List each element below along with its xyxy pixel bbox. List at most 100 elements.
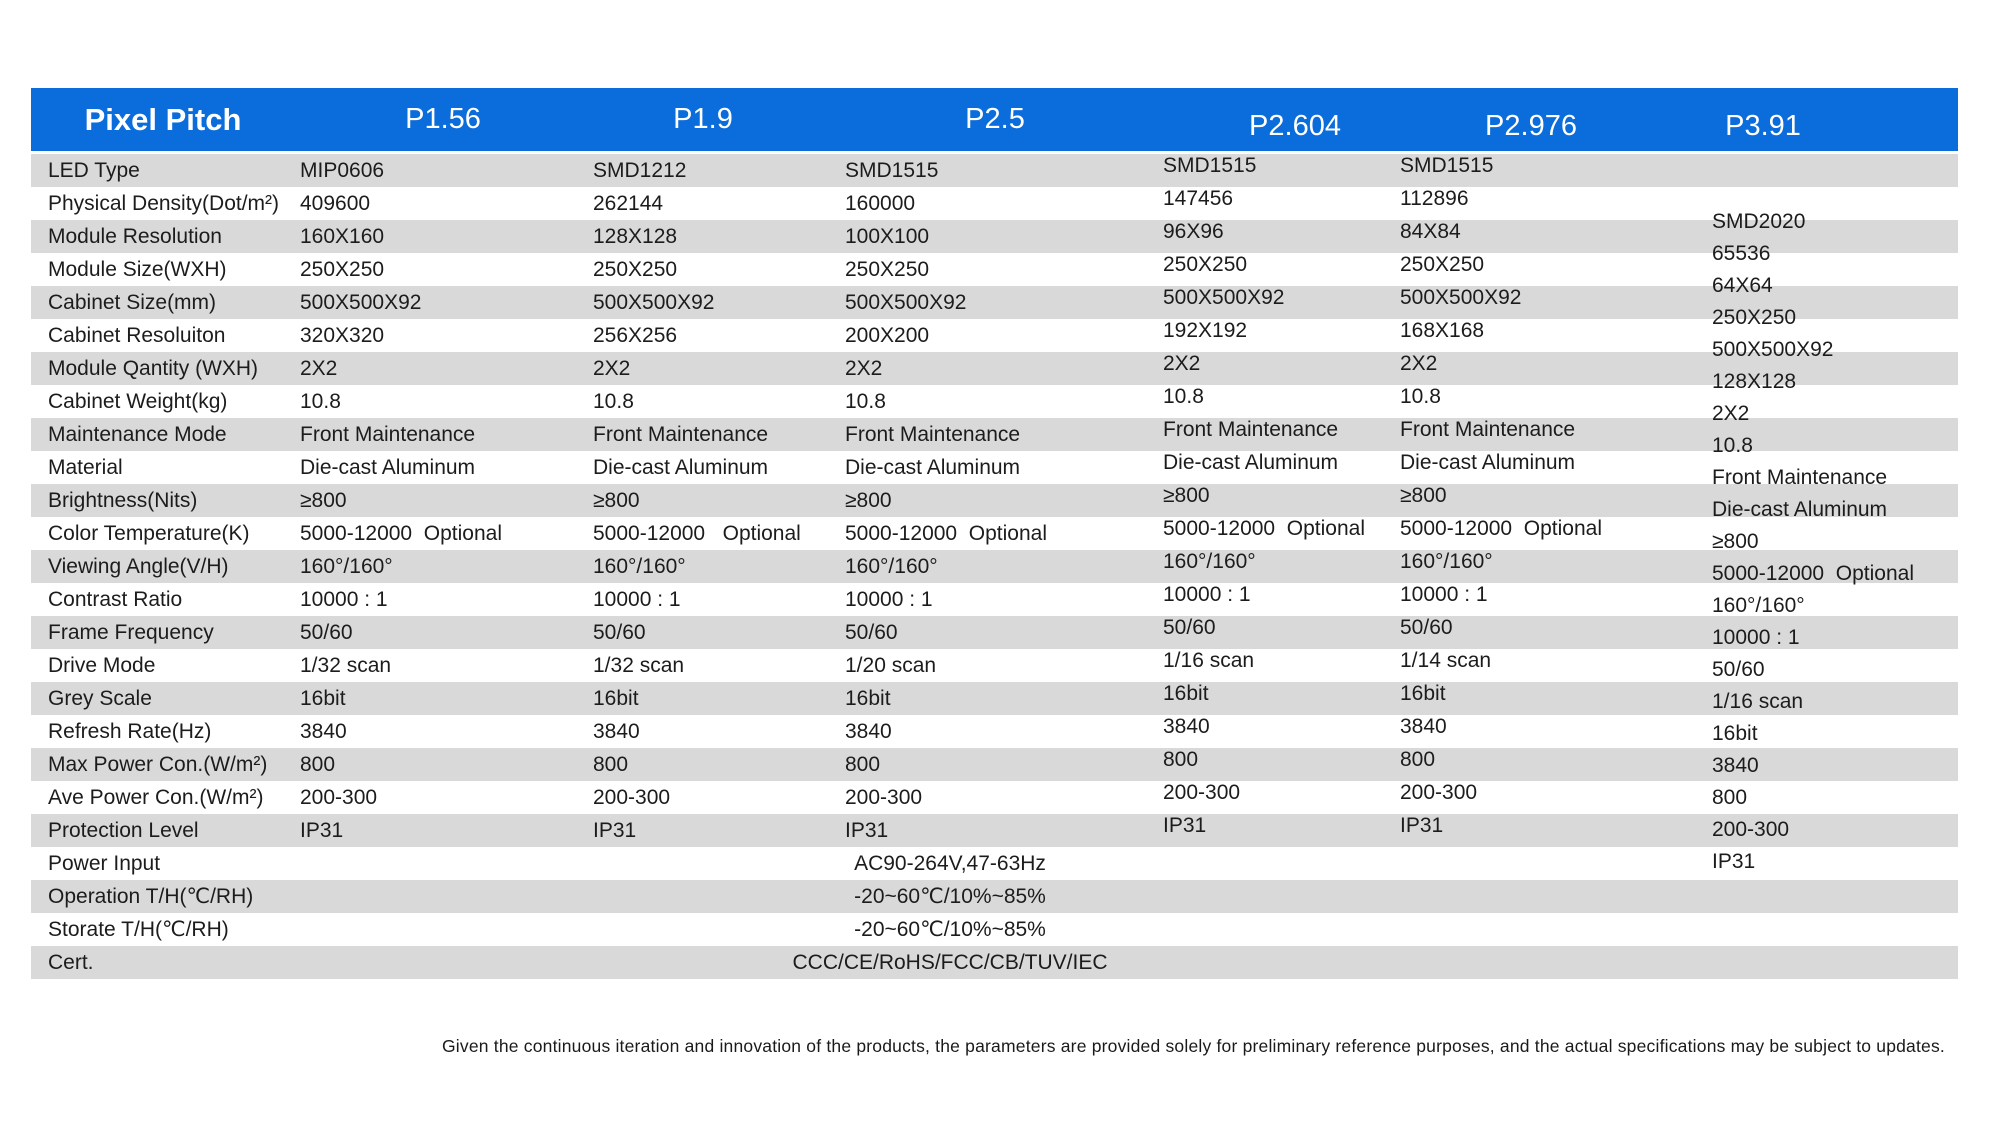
p391-value-column: SMD2020 65536 64X64 250X250 500X500X92 128X12… bbox=[1712, 206, 1914, 878]
spec-value: 200-300 bbox=[1163, 781, 1241, 804]
row-label: Module Qantity (WXH) bbox=[48, 357, 259, 380]
spec-value: 500X500X92 bbox=[1163, 286, 1285, 309]
spec-value: 256X256 bbox=[593, 324, 678, 347]
row-label: Refresh Rate(Hz) bbox=[48, 720, 212, 743]
spec-value: IP31 bbox=[300, 819, 344, 842]
spec-value: 160°/160° bbox=[845, 555, 938, 578]
spec-value: 10.8 bbox=[1163, 385, 1204, 408]
spec-value: Die-cast Aluminum bbox=[845, 456, 1021, 479]
p391-value-line: 250X250 bbox=[1712, 306, 1797, 329]
table-row: Color Temperature(K) 5000-12000 Optional 5… bbox=[31, 517, 1958, 550]
row-label: Color Temperature(K) bbox=[48, 522, 250, 545]
column-header-p2.5: P2.5 bbox=[965, 103, 1025, 135]
p391-value-line: IP31 bbox=[1712, 850, 1756, 873]
spec-value: 200-300 bbox=[593, 786, 671, 809]
spec-value: SMD1515 bbox=[845, 159, 939, 182]
spec-value: 500X500X92 bbox=[300, 291, 422, 314]
table-row: Viewing Angle(V/H) 160°/160° 160°/160° 160°… bbox=[31, 550, 1958, 583]
column-header-p3.91: P3.91 bbox=[1725, 110, 1801, 142]
spec-value: ≥800 bbox=[1400, 484, 1447, 507]
spec-value: 128X128 bbox=[593, 225, 678, 248]
row-label: Cabinet Weight(kg) bbox=[48, 390, 228, 413]
spec-value: 1/14 scan bbox=[1400, 649, 1492, 672]
pixel-pitch-corner-label: Pixel Pitch bbox=[84, 102, 242, 137]
table-row: Module Resolution 160X160 128X128 100X100 96… bbox=[31, 220, 1958, 253]
merged-spec-value: -20~60℃/10%~85% bbox=[854, 918, 1046, 941]
spec-value: IP31 bbox=[593, 819, 637, 842]
p391-value-line: 2X2 bbox=[1712, 402, 1750, 425]
row-label: Module Size(WXH) bbox=[48, 258, 227, 281]
row-label: Operation T/H(℃/RH) bbox=[48, 885, 254, 908]
row-label: Max Power Con.(W/m²) bbox=[48, 753, 268, 776]
spec-value: 10.8 bbox=[845, 390, 886, 413]
spec-value: 262144 bbox=[593, 192, 664, 215]
table-row: Protection Level IP31 IP31 IP31 IP31 IP31 bbox=[31, 814, 1958, 847]
merged-spec-value: AC90-264V,47-63Hz bbox=[854, 852, 1046, 875]
spec-value: 1/32 scan bbox=[300, 654, 392, 677]
spec-value: 800 bbox=[1163, 748, 1199, 771]
spec-value: Front Maintenance bbox=[300, 423, 476, 446]
row-label: Module Resolution bbox=[48, 225, 222, 248]
p391-value-line: 5000-12000 Optional bbox=[1712, 562, 1914, 585]
row-label: Brightness(Nits) bbox=[48, 489, 198, 512]
spec-value: 147456 bbox=[1163, 187, 1234, 210]
p391-value-line: 500X500X92 bbox=[1712, 338, 1834, 361]
spec-value: Die-cast Aluminum bbox=[1163, 451, 1339, 474]
row-label: Maintenance Mode bbox=[48, 423, 227, 446]
row-label: Material bbox=[48, 456, 123, 479]
column-header-p2.976: P2.976 bbox=[1485, 110, 1577, 142]
spec-value: 3840 bbox=[300, 720, 347, 743]
spec-value: Die-cast Aluminum bbox=[1400, 451, 1576, 474]
spec-value: 800 bbox=[300, 753, 336, 776]
spec-value: 10000 : 1 bbox=[1163, 583, 1251, 606]
p391-value-line: Die-cast Aluminum bbox=[1712, 498, 1888, 521]
p391-value-line: 1/16 scan bbox=[1712, 690, 1804, 713]
column-header-p1.56: P1.56 bbox=[405, 103, 481, 135]
p391-value-line: 800 bbox=[1712, 786, 1748, 809]
spec-value: 1/20 scan bbox=[845, 654, 937, 677]
spec-value: 1/32 scan bbox=[593, 654, 685, 677]
table-row: Cabinet Size(mm) 500X500X92 500X500X92 500X… bbox=[31, 286, 1958, 319]
spec-value: 160000 bbox=[845, 192, 916, 215]
table-row: Ave Power Con.(W/m²) 200-300 200-300 200-30… bbox=[31, 781, 1958, 814]
p391-value-line: 128X128 bbox=[1712, 370, 1797, 393]
row-label: Storate T/H(℃/RH) bbox=[48, 918, 229, 941]
spec-value: 10000 : 1 bbox=[845, 588, 933, 611]
spec-value: 3840 bbox=[1163, 715, 1210, 738]
table-row: Refresh Rate(Hz) 3840 3840 3840 3840 3840 bbox=[31, 715, 1958, 748]
spec-value: 50/60 bbox=[593, 621, 646, 644]
spec-value: 160°/160° bbox=[1400, 550, 1493, 573]
spec-value: 16bit bbox=[593, 687, 639, 710]
spec-value: 50/60 bbox=[1163, 616, 1216, 639]
spec-value: 200-300 bbox=[845, 786, 923, 809]
spec-value: 5000-12000 Optional bbox=[1163, 517, 1365, 540]
spec-value: 800 bbox=[845, 753, 881, 776]
row-label: Cabinet Resoluiton bbox=[48, 324, 226, 347]
spec-value: 250X250 bbox=[593, 258, 678, 281]
table-row: Cabinet Resoluiton 320X320 256X256 200X200 1… bbox=[31, 319, 1958, 352]
spec-value: 3840 bbox=[593, 720, 640, 743]
row-label: Protection Level bbox=[48, 819, 199, 842]
spec-value: 3840 bbox=[1400, 715, 1447, 738]
table-row: LED Type MIP0606 SMD1212 SMD1515 SMD1515 SMD1… bbox=[31, 154, 1958, 187]
p391-value-line: 16bit bbox=[1712, 722, 1758, 745]
p391-value-line: 10000 : 1 bbox=[1712, 626, 1800, 649]
spec-value: 250X250 bbox=[300, 258, 385, 281]
spec-value: 10000 : 1 bbox=[1400, 583, 1488, 606]
spec-value: 16bit bbox=[1400, 682, 1446, 705]
spec-value: 2X2 bbox=[593, 357, 631, 380]
table-header-bar: Pixel Pitch P1.56 P1.9 P2.5 P2.604 P2.976 P3.… bbox=[31, 88, 1958, 151]
spec-value: 2X2 bbox=[845, 357, 883, 380]
table-row: Module Qantity (WXH) 2X2 2X2 2X2 2X2 2X2 bbox=[31, 352, 1958, 385]
spec-value: 250X250 bbox=[845, 258, 930, 281]
spec-value: 16bit bbox=[845, 687, 891, 710]
spec-value: 800 bbox=[1400, 748, 1436, 771]
table-row: Drive Mode 1/32 scan 1/32 scan 1/20 scan 1/1… bbox=[31, 649, 1958, 682]
spec-value: 2X2 bbox=[1163, 352, 1201, 375]
spec-value: Front Maintenance bbox=[845, 423, 1021, 446]
spec-value: SMD1515 bbox=[1400, 154, 1494, 177]
spec-value: 160°/160° bbox=[593, 555, 686, 578]
spec-value: 320X320 bbox=[300, 324, 385, 347]
spec-value: 5000-12000 Optional bbox=[300, 522, 502, 545]
spec-value: 800 bbox=[593, 753, 629, 776]
